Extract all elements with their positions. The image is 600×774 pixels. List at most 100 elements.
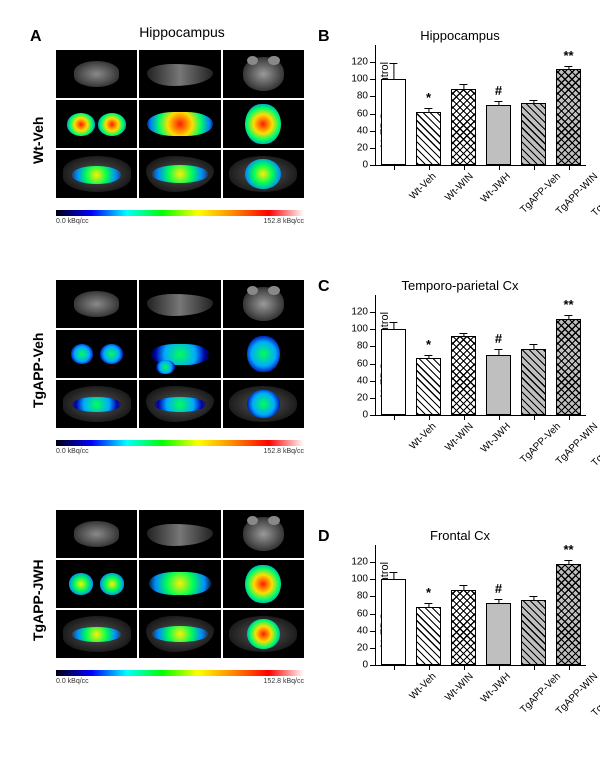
row-label-tgapp-jwh: TgAPP-JWH [30, 520, 46, 680]
y-tick-label: 100 [346, 574, 368, 585]
pet-sagittal-icon [139, 330, 220, 378]
bar-wrap: * [411, 358, 446, 415]
bar-wrap: ** [551, 69, 586, 165]
cb-max: 152.8 kBq/cc [264, 678, 304, 685]
fused-sagittal-icon [139, 380, 220, 428]
cb-max: 152.8 kBq/cc [264, 218, 304, 225]
significance-marker: ** [563, 542, 573, 557]
cb-min: 0.0 kBq/cc [56, 218, 89, 225]
x-tick [394, 165, 395, 170]
x-tick [534, 665, 535, 670]
error-bar [428, 108, 429, 113]
x-tick [534, 165, 535, 170]
image-block-tgapp-jwh [56, 510, 304, 660]
panel-letter-c: C [318, 278, 330, 296]
bar-wrap [516, 103, 551, 165]
colormap-labels-1: 0.0 kBq/cc 152.8 kBq/cc [56, 218, 304, 230]
error-bar [393, 572, 394, 581]
significance-marker: * [426, 90, 431, 105]
x-tick [464, 665, 465, 670]
error-bar [498, 101, 499, 106]
error-bar [498, 599, 499, 604]
bar-TgAPP-JWH [556, 69, 581, 165]
x-label: Wt-WIN [443, 421, 476, 454]
mri-axial-icon [223, 50, 304, 98]
colormap-labels-3: 0.0 kBq/cc 152.8 kBq/cc [56, 678, 304, 690]
bar-TgAPP-JWH [556, 564, 581, 665]
bar-wrap [376, 579, 411, 665]
bar-TgAPP-Veh [486, 105, 511, 165]
bar-wrap [376, 329, 411, 415]
bar-Wt-WIN [416, 607, 441, 665]
y-tick-label: 0 [346, 160, 368, 171]
y-tick-label: 120 [346, 57, 368, 68]
plot-area: % FDG vs control020406080100120*#**Wt-Ve… [375, 545, 586, 666]
chart-hippocampus: Hippocampus% FDG vs control0204060801001… [335, 28, 585, 213]
x-tick [429, 165, 430, 170]
significance-marker: * [426, 585, 431, 600]
panel-letter-d: D [318, 528, 330, 546]
colormap-bar-icon [56, 210, 304, 216]
y-tick-label: 120 [346, 557, 368, 568]
error-bar [568, 560, 569, 565]
fused-coronal-icon [56, 380, 137, 428]
bar-wrap [516, 349, 551, 415]
x-tick [429, 415, 430, 420]
bars-container: *#** [376, 545, 586, 665]
error-bar [568, 66, 569, 70]
y-tick-label: 80 [346, 591, 368, 602]
colormap-labels-2: 0.0 kBq/cc 152.8 kBq/cc [56, 448, 304, 460]
x-tick [464, 165, 465, 170]
pet-axial-icon [223, 330, 304, 378]
y-tick-label: 40 [346, 375, 368, 386]
x-tick [464, 415, 465, 420]
fused-axial-icon [223, 610, 304, 658]
bar-Wt-Veh [381, 79, 406, 165]
x-tick [499, 165, 500, 170]
x-label: Wt-Veh [407, 171, 438, 202]
y-tick-label: 100 [346, 324, 368, 335]
mri-sagittal-icon [139, 50, 220, 98]
image-block-tgapp-veh [56, 280, 304, 430]
pet-axial-icon [223, 100, 304, 148]
pet-coronal-icon [56, 560, 137, 608]
pet-axial-icon [223, 560, 304, 608]
fused-sagittal-icon [139, 610, 220, 658]
error-bar [498, 349, 499, 356]
y-tick-label: 20 [346, 142, 368, 153]
row-label-tgapp-veh: TgAPP-Veh [30, 290, 46, 450]
error-bar [533, 344, 534, 350]
x-label: Wt-WIN [443, 171, 476, 204]
bar-Wt-Veh [381, 329, 406, 415]
fused-coronal-icon [56, 610, 137, 658]
x-label: Wt-JWH [478, 671, 512, 705]
chart-title: Temporo-parietal Cx [335, 278, 585, 293]
y-tick-label: 80 [346, 341, 368, 352]
panel-letter-b: B [318, 28, 330, 46]
plot-area: % FDG vs control020406080100120*#**Wt-Ve… [375, 45, 586, 166]
image-block-wt-veh [56, 50, 304, 200]
x-tick [569, 165, 570, 170]
bar-wrap [446, 590, 481, 665]
panel-letter-a: A [30, 28, 42, 46]
x-tick [569, 415, 570, 420]
y-tick-label: 0 [346, 410, 368, 421]
x-labels: Wt-VehWt-WINWt-JWHTgAPP-VehTgAPP-WINTgAP… [376, 415, 586, 465]
significance-marker: # [495, 331, 502, 346]
figure-root: A B C D Hippocampus Wt-Veh TgAPP-Veh TgA… [0, 0, 600, 774]
x-label: Wt-JWH [478, 171, 512, 205]
error-bar [463, 585, 464, 590]
fused-axial-icon [223, 380, 304, 428]
significance-marker: ** [563, 48, 573, 63]
y-tick-label: 120 [346, 307, 368, 318]
x-labels: Wt-VehWt-WINWt-JWHTgAPP-VehTgAPP-WINTgAP… [376, 665, 586, 715]
bar-TgAPP-JWH [556, 319, 581, 415]
x-label: Wt-Veh [407, 671, 438, 702]
bar-wrap: # [481, 355, 516, 415]
y-tick-label: 40 [346, 125, 368, 136]
error-bar [393, 63, 394, 80]
bar-wrap: ** [551, 564, 586, 665]
bar-TgAPP-WIN [521, 103, 546, 165]
bar-wrap [376, 79, 411, 165]
colormap-bar-icon [56, 440, 304, 446]
